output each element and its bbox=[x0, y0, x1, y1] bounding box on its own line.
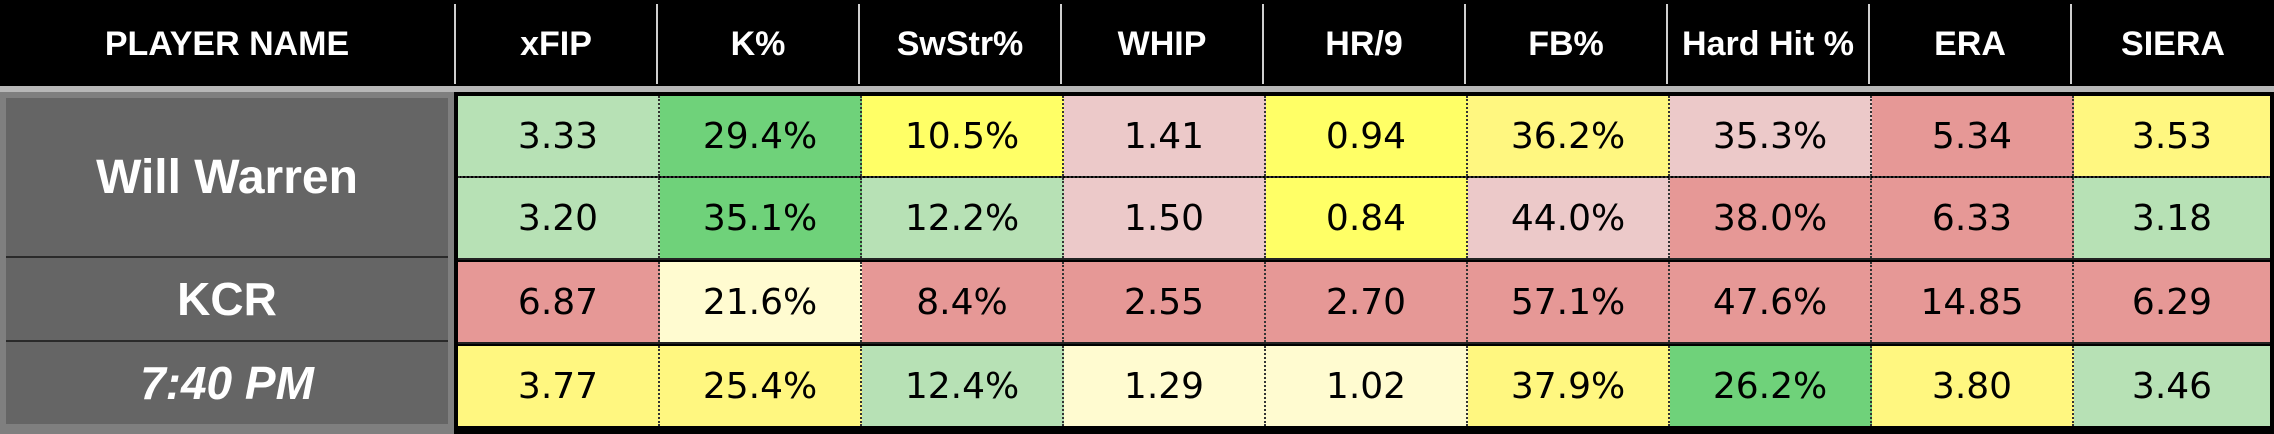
cell-hr9: 0.84 bbox=[1266, 178, 1468, 258]
cell-whip: 2.55 bbox=[1064, 262, 1266, 342]
stats-grid: 3.33 29.4% 10.5% 1.41 0.94 36.2% 35.3% 5.34 3.53… bbox=[454, 92, 2274, 434]
cell-fb-pct: 37.9% bbox=[1468, 346, 1670, 426]
cell-hr9: 1.02 bbox=[1266, 346, 1468, 426]
header-player-name: PLAYER NAME bbox=[104, 24, 350, 63]
table-row: 3.33 29.4% 10.5% 1.41 0.94 36.2% 35.3% 5.34 3.53 bbox=[458, 96, 2270, 178]
header-era: ERA bbox=[1868, 4, 2070, 84]
cell-k-pct: 29.4% bbox=[660, 96, 862, 176]
header-divider bbox=[0, 86, 2274, 92]
cell-hard-hit-pct: 47.6% bbox=[1670, 262, 1872, 342]
header-swstr-pct: SwStr% bbox=[858, 4, 1060, 84]
cell-siera: 6.29 bbox=[2074, 262, 2270, 342]
team-name: KCR bbox=[6, 258, 448, 342]
cell-hr9: 2.70 bbox=[1266, 262, 1468, 342]
cell-k-pct: 35.1% bbox=[660, 178, 862, 258]
header-whip: WHIP bbox=[1060, 4, 1262, 84]
cell-whip: 1.50 bbox=[1064, 178, 1266, 258]
cell-hard-hit-pct: 35.3% bbox=[1670, 96, 1872, 176]
cell-whip: 1.29 bbox=[1064, 346, 1266, 426]
cell-era: 3.80 bbox=[1872, 346, 2074, 426]
header-hr9: HR/9 bbox=[1262, 4, 1464, 84]
game-time: 7:40 PM bbox=[6, 342, 448, 424]
cell-swstr-pct: 10.5% bbox=[862, 96, 1064, 176]
cell-hard-hit-pct: 38.0% bbox=[1670, 178, 1872, 258]
header-fb-pct: FB% bbox=[1464, 4, 1666, 84]
cell-fb-pct: 57.1% bbox=[1468, 262, 1670, 342]
table-row: 3.20 35.1% 12.2% 1.50 0.84 44.0% 38.0% 6.33 3.18 bbox=[458, 178, 2270, 258]
cell-swstr-pct: 12.4% bbox=[862, 346, 1064, 426]
cell-siera: 3.53 bbox=[2074, 96, 2270, 176]
table-row: 6.87 21.6% 8.4% 2.55 2.70 57.1% 47.6% 14.85 6.29 bbox=[458, 262, 2270, 342]
cell-k-pct: 21.6% bbox=[660, 262, 862, 342]
cell-fb-pct: 36.2% bbox=[1468, 96, 1670, 176]
cell-era: 5.34 bbox=[1872, 96, 2074, 176]
row-divider bbox=[458, 342, 2270, 344]
cell-xfip: 6.87 bbox=[458, 262, 660, 342]
cell-hard-hit-pct: 26.2% bbox=[1670, 346, 1872, 426]
cell-swstr-pct: 12.2% bbox=[862, 178, 1064, 258]
row-divider bbox=[458, 258, 2270, 260]
header-hard-hit-pct: Hard Hit % bbox=[1666, 4, 1868, 84]
cell-era: 6.33 bbox=[1872, 178, 2074, 258]
header-k-pct: K% bbox=[656, 4, 858, 84]
cell-xfip: 3.20 bbox=[458, 178, 660, 258]
cell-swstr-pct: 8.4% bbox=[862, 262, 1064, 342]
cell-era: 14.85 bbox=[1872, 262, 2074, 342]
cell-whip: 1.41 bbox=[1064, 96, 1266, 176]
player-name: Will Warren bbox=[6, 98, 448, 258]
header-xfip: xFIP bbox=[454, 4, 656, 84]
cell-fb-pct: 44.0% bbox=[1468, 178, 1670, 258]
player-info-column: Will Warren KCR 7:40 PM bbox=[0, 92, 454, 434]
table-row: 3.77 25.4% 12.4% 1.29 1.02 37.9% 26.2% 3.80 3.46 bbox=[458, 346, 2270, 426]
cell-hr9: 0.94 bbox=[1266, 96, 1468, 176]
header-siera: SIERA bbox=[2070, 4, 2274, 84]
cell-xfip: 3.77 bbox=[458, 346, 660, 426]
cell-k-pct: 25.4% bbox=[660, 346, 862, 426]
table-header: PLAYER NAME xFIP K% SwStr% WHIP HR/9 FB%… bbox=[0, 0, 2274, 86]
cell-siera: 3.18 bbox=[2074, 178, 2270, 258]
cell-siera: 3.46 bbox=[2074, 346, 2270, 426]
cell-xfip: 3.33 bbox=[458, 96, 660, 176]
